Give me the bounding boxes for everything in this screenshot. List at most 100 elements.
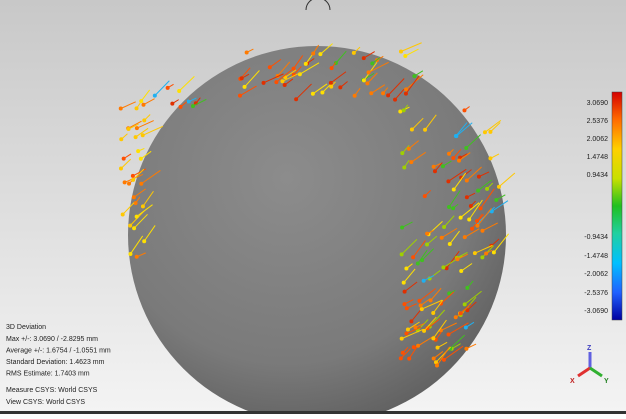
point	[451, 206, 455, 210]
point	[465, 179, 469, 183]
triad-x: X	[570, 378, 575, 385]
point	[488, 130, 492, 134]
point	[128, 224, 132, 228]
point	[446, 179, 450, 183]
point	[459, 311, 463, 315]
point	[432, 356, 436, 360]
point	[329, 85, 333, 89]
point	[362, 78, 366, 82]
point	[476, 189, 480, 193]
point	[420, 307, 424, 311]
point	[365, 81, 369, 85]
point	[131, 178, 135, 182]
info-line: Average +/-: 1.6754 / -1.0551 mm	[6, 347, 111, 354]
point	[420, 258, 424, 262]
point	[121, 212, 125, 216]
point	[463, 302, 467, 306]
point	[447, 152, 451, 156]
point	[475, 224, 479, 228]
point	[442, 358, 446, 362]
point	[423, 194, 427, 198]
point	[370, 61, 374, 65]
scale-label: 1.4748	[587, 154, 609, 161]
point	[411, 255, 415, 259]
point	[457, 159, 461, 163]
scale-label: -0.9434	[584, 234, 608, 241]
point	[386, 93, 390, 97]
point	[245, 50, 249, 54]
point	[274, 80, 278, 84]
point	[311, 92, 315, 96]
triad-z: Z	[587, 345, 592, 352]
point	[132, 195, 136, 199]
point	[179, 105, 183, 109]
point	[409, 319, 413, 323]
point	[425, 243, 429, 247]
point	[119, 137, 123, 141]
point	[329, 81, 333, 85]
point	[400, 252, 404, 256]
scale-label: -1.4748	[584, 253, 608, 260]
point	[142, 118, 146, 122]
point	[441, 164, 445, 168]
point	[407, 357, 411, 361]
point	[123, 180, 127, 184]
point	[447, 332, 451, 336]
point	[451, 156, 455, 160]
point	[406, 327, 410, 331]
point	[353, 94, 357, 98]
point	[470, 227, 474, 231]
point	[431, 311, 435, 315]
point	[166, 86, 170, 90]
scale-label: 2.5376	[587, 118, 609, 125]
point	[393, 98, 397, 102]
point	[403, 54, 407, 58]
point	[136, 149, 140, 153]
point	[399, 356, 403, 360]
point	[423, 128, 427, 132]
point	[311, 51, 315, 55]
point	[497, 185, 501, 189]
point	[362, 56, 366, 60]
point	[135, 215, 139, 219]
point	[405, 306, 409, 310]
point	[402, 108, 406, 112]
point	[142, 239, 146, 243]
point	[452, 188, 456, 192]
point	[400, 225, 404, 229]
point	[464, 347, 468, 351]
viewport: 3.06902.53762.00621.47480.9434-0.9434-1.…	[0, 0, 626, 414]
point	[402, 302, 406, 306]
point	[294, 97, 298, 101]
point	[412, 74, 416, 78]
point	[485, 187, 489, 191]
point	[142, 103, 146, 107]
point	[191, 104, 195, 108]
point	[473, 251, 477, 255]
point	[401, 351, 405, 355]
point	[177, 89, 181, 93]
point	[352, 51, 356, 55]
point	[404, 92, 408, 96]
point	[367, 70, 371, 74]
point	[419, 304, 423, 308]
point	[135, 126, 139, 130]
point	[403, 290, 407, 294]
info-title: 3D Deviation	[6, 324, 46, 331]
point	[425, 232, 429, 236]
point	[283, 83, 287, 87]
point	[454, 134, 458, 138]
point	[433, 169, 437, 173]
point	[119, 167, 123, 171]
csys-line: Measure CSYS: World CSYS	[6, 387, 98, 394]
point	[412, 345, 416, 349]
point	[410, 128, 414, 132]
point	[484, 252, 488, 256]
point	[170, 102, 174, 106]
point	[141, 204, 145, 208]
point	[464, 325, 468, 329]
point	[404, 267, 408, 271]
scale-label: 2.0062	[587, 136, 609, 143]
point	[455, 257, 459, 261]
point	[139, 157, 143, 161]
